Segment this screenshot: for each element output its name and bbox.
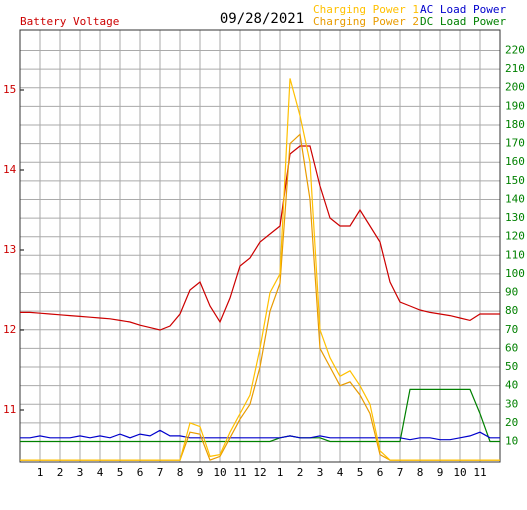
legend-label: Battery Voltage	[20, 15, 119, 28]
y2-tick-label: 110	[505, 248, 525, 261]
x-tick-label: 3	[317, 466, 324, 479]
y2-tick-label: 190	[505, 99, 525, 112]
x-tick-label: 3	[77, 466, 84, 479]
y2-tick-label: 40	[505, 379, 518, 392]
y2-tick-label: 100	[505, 267, 525, 280]
x-tick-label: 8	[177, 466, 184, 479]
y-tick-label: 11	[3, 403, 16, 416]
y-tick-label: 15	[3, 83, 16, 96]
x-tick-label: 11	[233, 466, 246, 479]
y2-tick-label: 150	[505, 174, 525, 187]
y2-tick-label: 210	[505, 62, 525, 75]
x-tick-label: 2	[297, 466, 304, 479]
legend-label: Charging Power 1	[313, 3, 419, 16]
y2-tick-label: 80	[505, 304, 518, 317]
x-tick-label: 6	[137, 466, 144, 479]
x-tick-label: 12	[253, 466, 266, 479]
x-tick-label: 5	[357, 466, 364, 479]
y-tick-label: 13	[3, 243, 16, 256]
x-tick-label: 2	[57, 466, 64, 479]
y2-tick-label: 130	[505, 211, 525, 224]
series-line	[20, 78, 500, 461]
y2-tick-label: 200	[505, 81, 525, 94]
x-tick-label: 9	[437, 466, 444, 479]
y2-tick-label: 20	[505, 416, 518, 429]
series-line	[20, 429, 500, 441]
y2-tick-label: 10	[505, 435, 518, 448]
x-tick-label: 10	[453, 466, 466, 479]
y2-tick-label: 220	[505, 43, 525, 56]
plot-border	[19, 29, 501, 463]
y-tick-label: 12	[3, 323, 16, 336]
series-line	[20, 145, 500, 331]
x-tick-label: 6	[377, 466, 384, 479]
y2-tick-label: 170	[505, 137, 525, 150]
y2-tick-label: 120	[505, 230, 525, 243]
x-tick-label: 4	[97, 466, 104, 479]
x-tick-label: 5	[117, 466, 124, 479]
x-tick-label: 4	[337, 466, 344, 479]
legend-label: Charging Power 2	[313, 15, 419, 28]
y2-tick-label: 180	[505, 118, 525, 131]
y2-tick-label: 60	[505, 341, 518, 354]
y2-tick-label: 160	[505, 155, 525, 168]
y2-tick-label: 70	[505, 323, 518, 336]
y-tick-label: 14	[3, 163, 17, 176]
x-tick-label: 1	[37, 466, 44, 479]
x-tick-label: 9	[197, 466, 204, 479]
legend-label: AC Load Power	[420, 3, 506, 16]
x-tick-label: 7	[397, 466, 404, 479]
y2-tick-label: 90	[505, 286, 518, 299]
x-tick-label: 11	[473, 466, 486, 479]
series-line	[20, 388, 500, 443]
x-tick-label: 7	[157, 466, 164, 479]
chart-date: 09/28/2021	[220, 11, 304, 27]
x-tick-label: 8	[417, 466, 424, 479]
x-tick-label: 10	[213, 466, 226, 479]
x-tick-label: 1	[277, 466, 284, 479]
y2-tick-label: 140	[505, 192, 525, 205]
legend-label: DC Load Power	[420, 15, 506, 28]
y2-tick-label: 30	[505, 397, 518, 410]
y2-tick-label: 50	[505, 360, 518, 373]
